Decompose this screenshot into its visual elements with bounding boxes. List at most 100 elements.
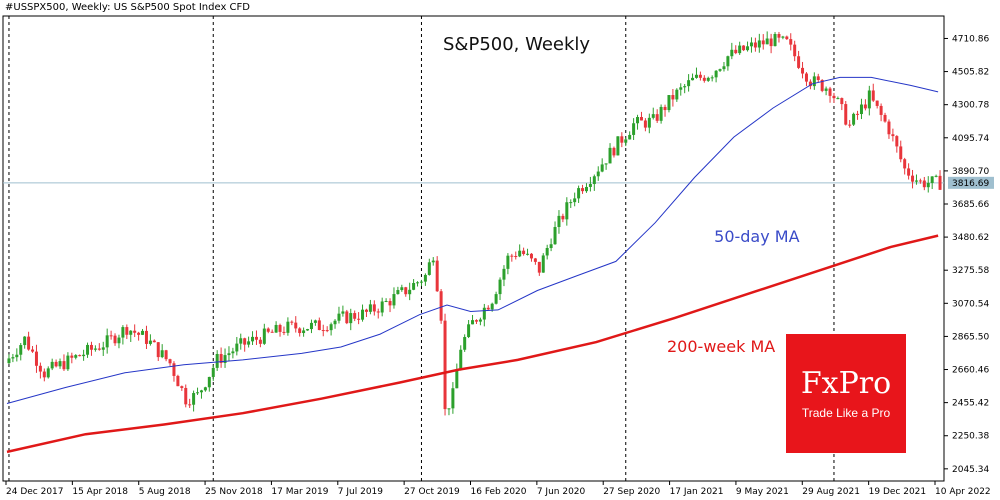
candle-body [533, 258, 537, 262]
y-tick-label: 3070.54 [952, 299, 989, 309]
candle-body [545, 248, 549, 256]
candle-body [502, 268, 506, 280]
candle-body [498, 279, 502, 295]
candle-body [679, 87, 683, 90]
candle-body [219, 354, 223, 364]
candle-body [62, 361, 66, 370]
candle-body [207, 376, 211, 388]
plot-frame [2, 15, 945, 482]
candle-body [471, 320, 475, 325]
candle-body [746, 46, 750, 51]
candle-body [565, 202, 569, 220]
x-tick-label: 27 Oct 2019 [404, 487, 460, 497]
candle-body [66, 355, 70, 370]
candle-body [152, 340, 156, 343]
moving-averages [6, 76, 939, 454]
candle-body [349, 313, 353, 324]
candle-body [691, 77, 695, 81]
candle-body [361, 309, 365, 320]
candle-body [859, 104, 863, 115]
candle-body [891, 134, 895, 137]
y-tick-label: 4095.74 [952, 134, 989, 144]
x-tick-label: 29 Aug 2021 [802, 487, 860, 497]
candle-body [7, 358, 11, 364]
candle-body [753, 42, 757, 48]
candle-body [620, 136, 624, 143]
candle-body [380, 301, 384, 313]
candle-body [608, 147, 612, 164]
candle-body [144, 330, 148, 344]
x-tick-label: 19 Dec 2021 [869, 487, 927, 497]
candle-body [23, 336, 27, 346]
candle-body [443, 320, 447, 410]
candle-body [797, 56, 801, 68]
y-tick-label: 2865.50 [952, 332, 989, 342]
candle-body [714, 70, 718, 78]
candle-body [824, 88, 828, 91]
candle-body [922, 180, 926, 188]
candle-body [309, 322, 313, 330]
candle-body [89, 344, 93, 350]
candle-body [404, 287, 408, 295]
ma50-line [6, 76, 939, 404]
candle-body [19, 345, 23, 355]
candle-body [400, 287, 404, 291]
candle-body [101, 347, 105, 350]
candle-body [522, 250, 526, 255]
candle-body [911, 175, 915, 182]
candle-body [325, 330, 329, 332]
candle-body [616, 136, 620, 156]
candle-body [416, 282, 420, 284]
y-tick-label: 2045.34 [952, 465, 989, 475]
candle-body [211, 367, 215, 377]
chart-header: #USSPX500, Weekly: US S&P500 Spot Index … [5, 2, 250, 13]
candle-body [702, 77, 706, 81]
candle-body [785, 36, 789, 40]
candle-body [934, 175, 938, 177]
candle-body [828, 88, 832, 96]
candle-body [192, 393, 196, 405]
candle-body [852, 113, 856, 125]
candle-body [510, 255, 514, 257]
candle-body [258, 339, 262, 344]
candle-body [254, 336, 258, 340]
candle-body [133, 330, 137, 333]
candle-body [215, 354, 219, 368]
candle-body [74, 355, 78, 358]
candle-body [313, 320, 317, 323]
y-tick-label: 3685.66 [952, 200, 989, 210]
candle-body [396, 290, 400, 295]
candle-body [223, 355, 227, 364]
candle-body [78, 355, 82, 357]
candle-body [345, 311, 349, 324]
candle-body [663, 106, 667, 111]
candle-body [710, 77, 714, 79]
candle-body [227, 353, 231, 356]
candle-body [34, 351, 38, 366]
candle-body [38, 365, 42, 372]
chart-title: S&P500, Weekly [443, 34, 590, 55]
x-tick-label: 10 Apr 2022 [935, 487, 991, 497]
candle-body [683, 86, 687, 88]
candle-body [439, 291, 443, 321]
candle-body [596, 171, 600, 177]
candle-body [632, 123, 636, 135]
candle-body [529, 253, 533, 259]
candle-body [392, 294, 396, 306]
candle-body [549, 244, 553, 249]
candle-body [172, 363, 176, 376]
candle-body [812, 76, 816, 87]
candle-body [584, 186, 588, 192]
candle-body [486, 307, 490, 310]
x-tick-label: 17 Mar 2019 [271, 487, 328, 497]
candle-body [636, 117, 640, 124]
candle-body [247, 341, 251, 345]
x-tick-label: 25 Nov 2018 [205, 487, 263, 497]
candle-body [804, 73, 808, 82]
candle-body [27, 336, 31, 350]
candle-body [97, 348, 101, 350]
candle-body [337, 313, 341, 321]
x-tick-label: 16 Feb 2020 [471, 487, 527, 497]
candle-body [317, 320, 321, 331]
candle-body [655, 114, 659, 121]
